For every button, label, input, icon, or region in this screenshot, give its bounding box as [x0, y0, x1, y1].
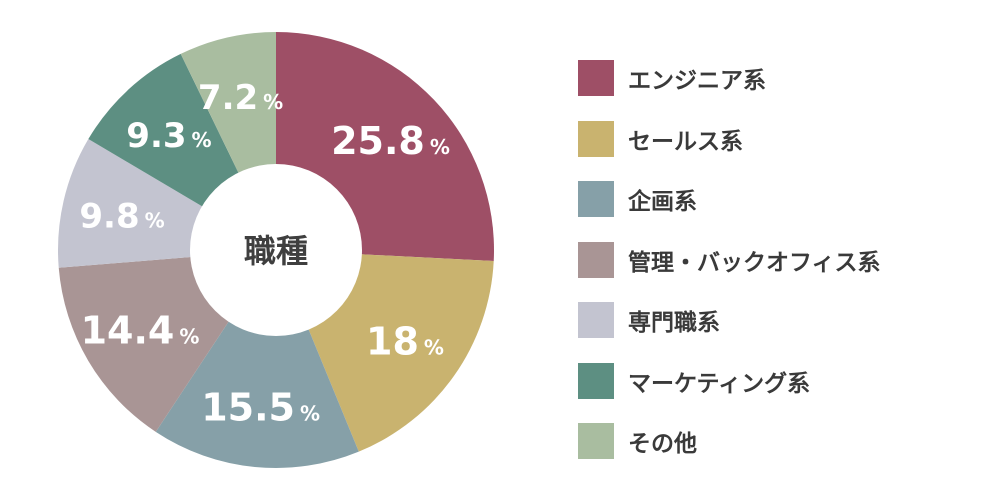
legend-item: 管理・バックオフィス系	[578, 230, 881, 291]
donut-chart: 職種 25.8 % 18 % 15.5 %14.4 % 9.8 % 9.3 %7.2%	[58, 32, 494, 468]
legend-item: エンジニア系	[578, 48, 881, 109]
legend-label: セールス系	[628, 128, 743, 155]
slice-value-label: 14.4%	[81, 308, 200, 352]
legend-swatch	[578, 120, 614, 157]
legend-swatch	[578, 60, 614, 97]
legend-item: セールス系	[578, 109, 881, 170]
legend-label: 専門職系	[628, 310, 720, 337]
legend-label: エンジニア系	[628, 68, 766, 95]
slice-value-label: 18%	[366, 319, 444, 363]
legend-item: 専門職系	[578, 290, 881, 351]
legend-label: 企画系	[628, 189, 697, 216]
slice-labels: 25.8 % 18 % 15.5 %14.4 % 9.8 % 9.3 %7.2%	[79, 78, 450, 429]
slice-value-label: 25.8%	[331, 119, 450, 163]
legend-label: マーケティング系	[628, 370, 811, 397]
legend-swatch	[578, 302, 614, 339]
legend-label: 管理・バックオフィス系	[628, 249, 881, 276]
legend-label: その他	[628, 431, 697, 458]
legend: エンジニア系 セールス系企画系管理・バックオフィス系 専門職系マーケティング系 その他	[578, 48, 881, 472]
legend-item: その他	[578, 411, 881, 472]
legend-item: 企画系	[578, 169, 881, 230]
slice-value-label: 9.8%	[79, 197, 164, 237]
legend-swatch	[578, 423, 614, 460]
slice-value-label: 9.3%	[126, 116, 211, 156]
center-label: 職種	[244, 232, 308, 270]
legend-swatch	[578, 362, 614, 399]
slice-value-label: 15.5%	[201, 385, 320, 429]
slice-value-label: 7.2%	[198, 78, 283, 118]
legend-item: マーケティング系	[578, 351, 881, 412]
slice-3	[155, 250, 359, 468]
donut-hole	[190, 164, 362, 336]
legend-swatch	[578, 241, 614, 278]
legend-swatch	[578, 181, 614, 218]
